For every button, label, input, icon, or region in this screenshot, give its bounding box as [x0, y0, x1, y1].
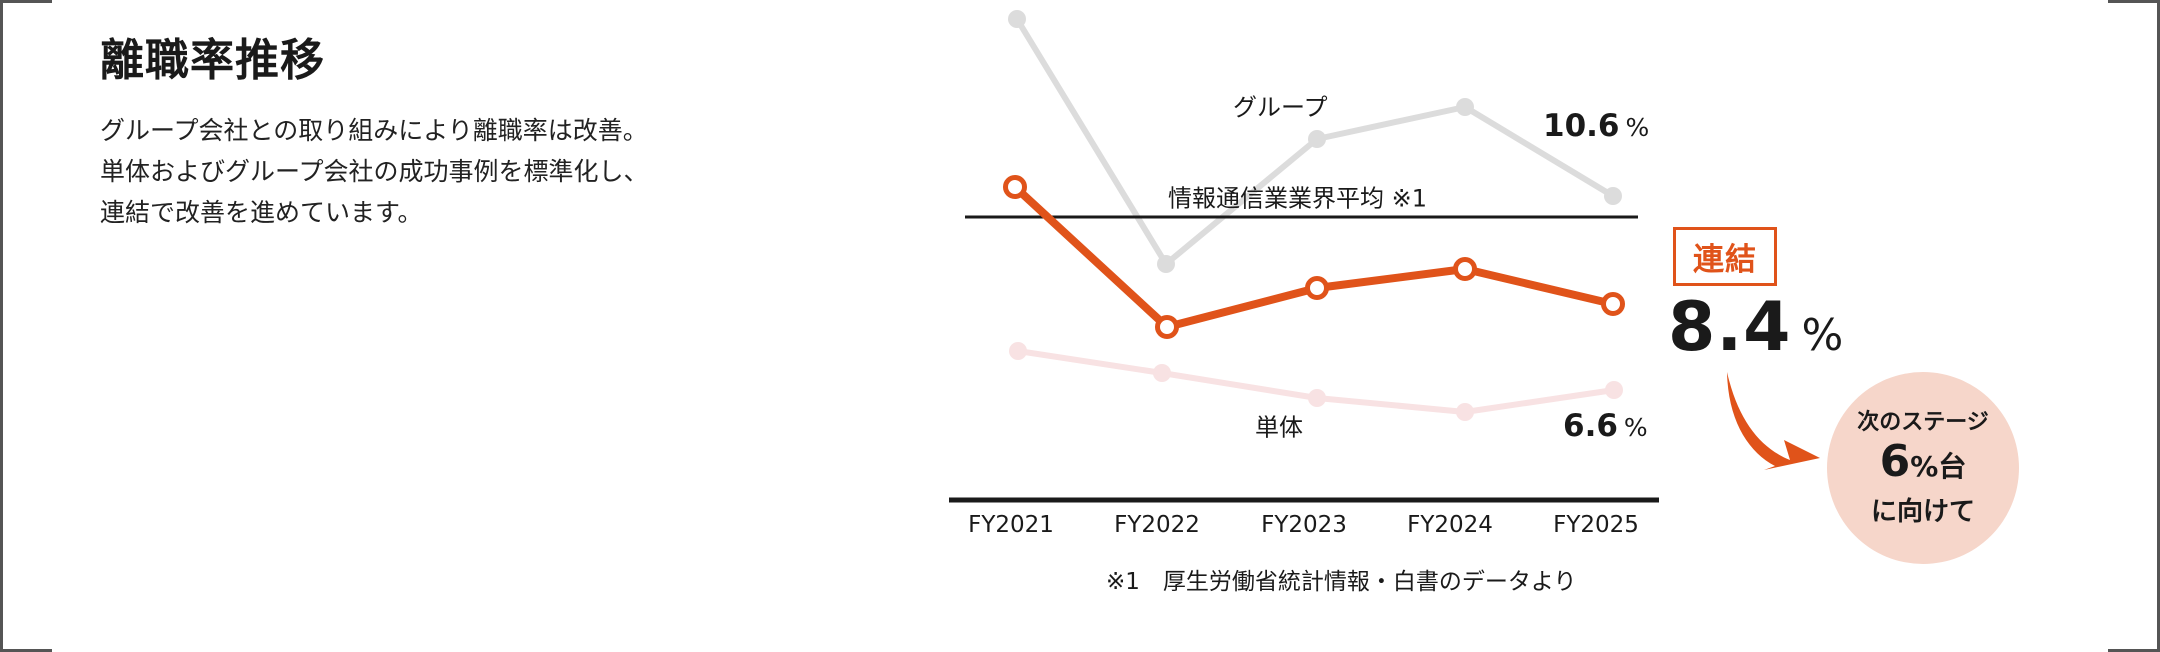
data-point-marker [1453, 257, 1477, 281]
consolidated-badge: 連結 [1673, 227, 1777, 286]
group-series-label: グループ [1233, 93, 1328, 122]
percent-unit: % [1801, 310, 1844, 361]
data-point-marker [1601, 292, 1625, 316]
x-tick-label: FY2024 [1407, 512, 1493, 538]
data-point-marker [1003, 175, 1027, 199]
x-tick-label: FY2023 [1261, 512, 1347, 538]
next-stage-target-circle: 次のステージ 6%台 に向けて [1827, 372, 2019, 564]
target-suffix: %台 [1910, 449, 1967, 483]
series-group-line [1008, 10, 1622, 273]
data-point-marker [1008, 10, 1026, 28]
percent-unit: % [1625, 113, 1650, 142]
next-stage-heading: 次のステージ [1857, 409, 1989, 435]
frame-corner-bottom-left [0, 649, 52, 652]
arrow-down-right-icon [1727, 372, 1820, 470]
x-tick-label: FY2025 [1553, 512, 1639, 538]
footnote: ※1 厚生労働省統計情報・白書のデータより [1106, 569, 1577, 595]
group-latest-value: 10.6% [1543, 108, 1649, 144]
consolidated-latest-value: 8.4% [1668, 288, 1843, 367]
description-line: 単体およびグループ会社の成功事例を標準化し、 [100, 157, 649, 186]
description-line: 連結で改善を進めています。 [100, 198, 423, 227]
x-tick-label: FY2022 [1114, 512, 1200, 538]
frame-corner-top-left [0, 0, 52, 3]
x-tick-label: FY2021 [968, 512, 1054, 538]
consolidated-value-number: 8.4 [1668, 288, 1792, 367]
data-point-marker [1305, 276, 1329, 300]
data-point-marker [1155, 315, 1179, 339]
data-point-marker [1605, 381, 1623, 399]
data-point-marker [1157, 255, 1175, 273]
section-title: 離職率推移 [100, 35, 325, 86]
data-point-marker [1009, 342, 1027, 360]
frame-corner-top-right [2108, 0, 2160, 3]
data-point-marker [1456, 403, 1474, 421]
group-value-number: 10.6 [1543, 108, 1620, 144]
series-standalone-line [1009, 342, 1623, 421]
standalone-series-label: 単体 [1255, 413, 1303, 442]
data-point-marker [1308, 130, 1326, 148]
frame-left-border [0, 0, 3, 652]
data-point-marker [1153, 364, 1171, 382]
data-point-marker [1308, 389, 1326, 407]
series-consolidated-line [1003, 175, 1625, 339]
frame-right-border [2157, 0, 2160, 652]
frame-corner-bottom-right [2108, 649, 2160, 652]
next-stage-caption: に向けて [1870, 496, 1975, 527]
next-stage-target-value: 6%台 [1879, 435, 1967, 495]
standalone-value-number: 6.6 [1563, 408, 1618, 444]
description-line: グループ会社との取り組みにより離職率は改善。 [100, 116, 648, 145]
industry-average-label: 情報通信業業界平均 ※1 [1168, 184, 1428, 213]
target-number: 6 [1879, 435, 1911, 487]
percent-unit: % [1623, 413, 1648, 442]
section-description: グループ会社との取り組みにより離職率は改善。 単体およびグループ会社の成功事例を… [100, 110, 649, 233]
standalone-latest-value: 6.6% [1563, 408, 1648, 444]
data-point-marker [1456, 98, 1474, 116]
data-point-marker [1604, 187, 1622, 205]
